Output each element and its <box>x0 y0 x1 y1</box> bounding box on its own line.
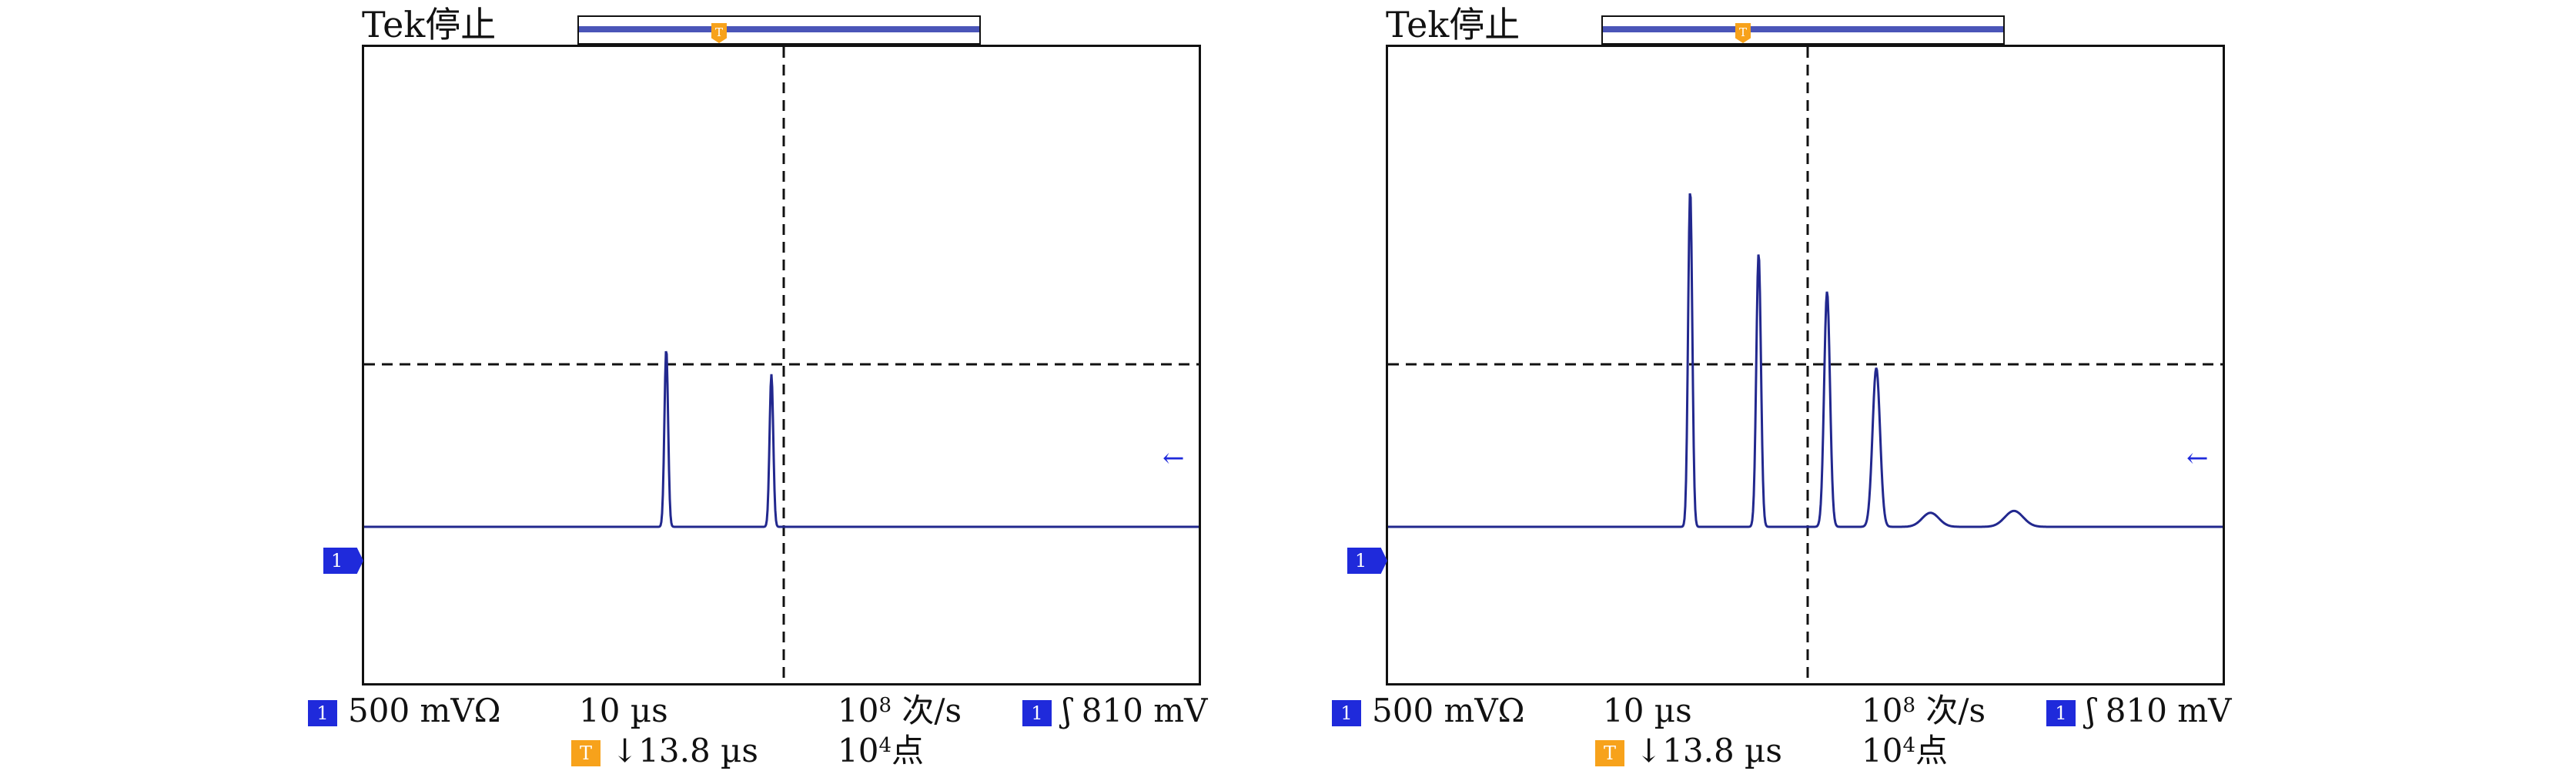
record-points: 104点 <box>1862 732 1948 770</box>
trigger-source-badge: 1 <box>1022 700 1052 726</box>
trigger-level: ʃ 810 mV <box>1062 692 1208 729</box>
status-row-1: 1 500 mVΩ <box>308 692 501 730</box>
record-points-unit: 点 <box>892 732 925 769</box>
channel-1-badge: 1 <box>1332 700 1361 726</box>
sample-rate-exponent: 8 <box>878 694 892 717</box>
record-points: 104点 <box>838 732 924 770</box>
record-points-exponent: 4 <box>878 734 892 757</box>
channel-1-marker[interactable]: 1 <box>323 548 363 574</box>
trigger-position: ↓13.8 µs <box>611 732 758 769</box>
record-line <box>579 26 979 32</box>
record-points-exponent: 4 <box>1902 734 1915 757</box>
waveform-svg <box>1388 47 2223 683</box>
trigger-source-badge: 1 <box>2046 700 2076 726</box>
volts-per-div: 500 mVΩ <box>1372 692 1525 729</box>
sample-rate-base: 10 <box>838 692 879 729</box>
record-length-bar[interactable]: T <box>577 15 981 45</box>
trigger-position-readout: T ↓13.8 µs <box>1595 732 1782 770</box>
trigger-position-badge: T <box>1595 740 1624 766</box>
record-points-base: 10 <box>1862 732 1903 769</box>
record-trigger-marker: T <box>1735 23 1751 43</box>
record-trigger-marker: T <box>711 23 727 43</box>
trace-ch1 <box>1388 193 2223 528</box>
sample-rate: 108 次/s <box>838 692 962 730</box>
sample-rate: 108 次/s <box>1862 692 1986 730</box>
channel-1-badge: 1 <box>308 700 337 726</box>
waveform-screen[interactable] <box>362 45 1201 685</box>
time-per-div: 10 µs <box>1603 692 1692 729</box>
trigger-position-badge: T <box>571 740 601 766</box>
record-line <box>1603 26 2003 32</box>
sample-rate-base: 10 <box>1862 692 1903 729</box>
volts-per-div: 500 mVΩ <box>348 692 501 729</box>
sample-rate-unit: 次/s <box>892 692 962 729</box>
channel-1-marker[interactable]: 1 <box>1347 548 1387 574</box>
sample-rate-exponent: 8 <box>1902 694 1915 717</box>
record-points-unit: 点 <box>1915 732 1949 769</box>
trigger-position: ↓13.8 µs <box>1635 732 1782 769</box>
trigger-level-arrow[interactable]: ← <box>1163 443 1185 474</box>
trigger-position-readout: T ↓13.8 µs <box>571 732 758 770</box>
scope-title: Tek停止 <box>1386 4 1521 45</box>
trigger-readout: 1 ʃ 810 mV <box>1022 692 1207 730</box>
record-length-bar[interactable]: T <box>1601 15 2005 45</box>
trigger-level: ʃ 810 mV <box>2086 692 2232 729</box>
sample-rate-unit: 次/s <box>1915 692 1986 729</box>
trace-ch1 <box>364 350 1199 528</box>
waveform-screen[interactable] <box>1386 45 2225 685</box>
trigger-readout: 1 ʃ 810 mV <box>2046 692 2231 730</box>
trigger-level-arrow[interactable]: ← <box>2186 443 2209 474</box>
status-row-1: 1 500 mVΩ <box>1332 692 1525 730</box>
scope-title: Tek停止 <box>362 4 497 45</box>
waveform-svg <box>364 47 1199 683</box>
time-per-div: 10 µs <box>579 692 668 729</box>
record-points-base: 10 <box>838 732 879 769</box>
